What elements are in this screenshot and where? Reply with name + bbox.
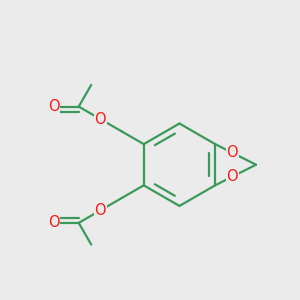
- Text: O: O: [226, 145, 238, 160]
- Text: O: O: [48, 215, 59, 230]
- Text: O: O: [48, 99, 59, 114]
- Text: O: O: [94, 203, 106, 218]
- Text: O: O: [94, 112, 106, 127]
- Text: O: O: [226, 169, 238, 184]
